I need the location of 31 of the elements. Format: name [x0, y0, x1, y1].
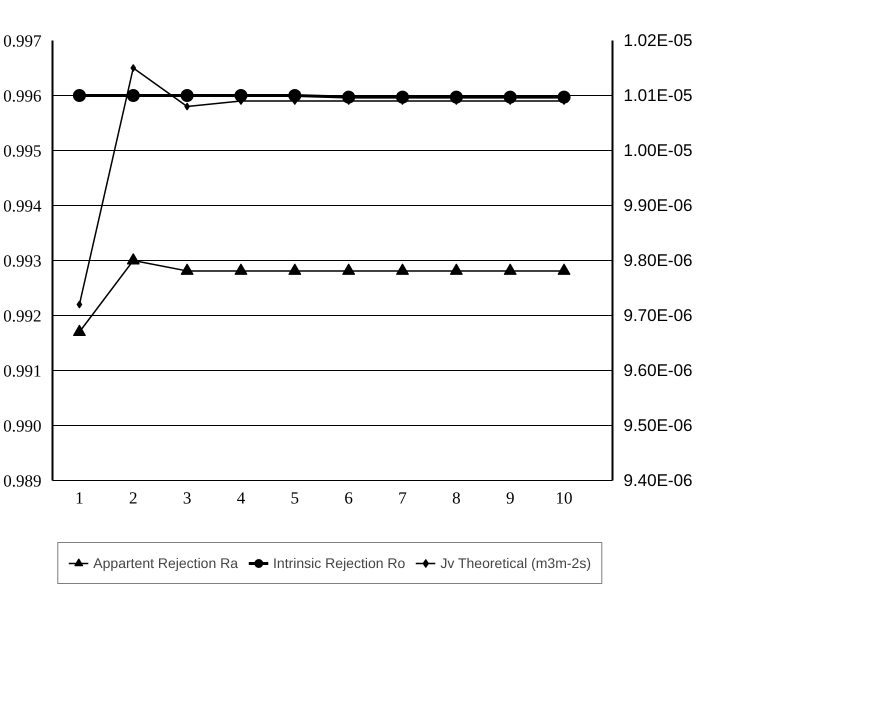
x-tick-label: 6: [344, 488, 353, 508]
y-tick-label: 0.990: [3, 416, 42, 436]
x-tick-label: 8: [452, 488, 461, 508]
y-tick-label: 0.996: [3, 86, 42, 106]
x-tick-label: 3: [182, 488, 192, 508]
y2-tick-label: 1.00E-05: [624, 141, 692, 160]
x-tick-label: 9: [506, 488, 514, 508]
y-tick-label: 0.991: [3, 362, 42, 380]
legend-label: Intrinsic Rejection Ro: [273, 555, 406, 571]
y2-tick-label: 9.90E-06: [624, 196, 692, 215]
y2-tick-label: 9.70E-06: [624, 306, 692, 325]
y-tick-label: 0.993: [3, 252, 42, 270]
y2-tick-label: 9.40E-06: [624, 471, 692, 490]
y2-tick-label: 1.02E-05: [624, 31, 692, 50]
y-tick-label: 0.992: [3, 306, 42, 326]
y2-tick-label: 9.50E-06: [624, 416, 692, 435]
y2-tick-label: 9.60E-06: [624, 361, 692, 380]
x-tick-label: 4: [236, 488, 246, 508]
legend-label: Appartent Rejection Ra: [93, 555, 238, 571]
y-tick-label: 0.994: [3, 196, 42, 216]
x-tick-label: 1: [75, 488, 84, 508]
y2-tick-label: 9.80E-06: [624, 251, 692, 270]
legend-label: Jv Theoretical (m3m-2s): [440, 555, 591, 571]
y-tick-label: 0.997: [3, 32, 42, 50]
y2-tick-label: 1.01E-05: [624, 86, 692, 105]
x-tick-label: 5: [290, 488, 300, 508]
x-tick-label: 10: [556, 488, 573, 508]
y-tick-label: 0.989: [3, 472, 42, 490]
y-tick-label: 0.995: [3, 142, 42, 160]
x-tick-label: 2: [129, 488, 138, 508]
x-tick-label: 7: [398, 488, 408, 508]
